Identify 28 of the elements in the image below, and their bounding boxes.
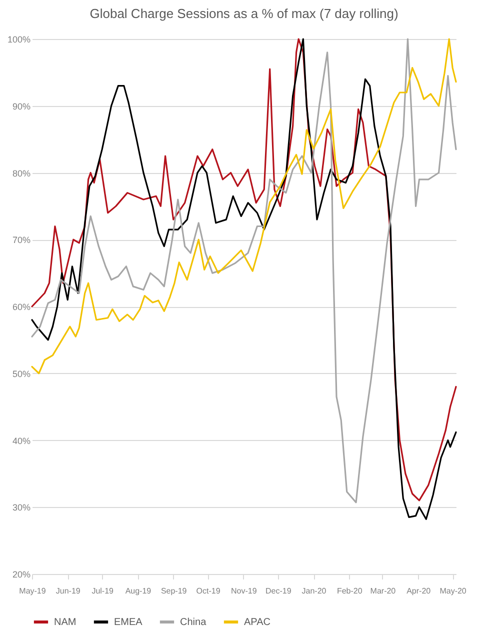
y-tick-label: 40% [12,436,30,446]
x-tick-label: Jul-19 [92,586,114,596]
x-tick-label: May-20 [440,586,467,596]
y-tick-label: 60% [12,302,30,312]
x-tick-label: Oct-19 [196,586,221,596]
legend-label: APAC [244,617,270,628]
x-tick-label: Dec-19 [266,586,292,596]
y-tick-label: 50% [12,368,30,379]
y-tick-label: 70% [12,235,30,246]
x-tick-label: Jan-20 [302,586,327,596]
x-tick-label: Sep-19 [160,586,188,596]
y-tick-label: 20% [12,570,30,580]
x-tick-label: Mar-20 [370,586,396,596]
line-series [31,38,457,374]
y-tick-label: 30% [12,502,30,513]
y-tick-label: 100% [7,34,30,44]
chart-title: Global Charge Sessions as a % of max (7 day rolling) [90,6,398,21]
legend-label: NAM [54,617,76,628]
x-tick-label: Aug-19 [125,586,152,596]
y-tick-label: 90% [12,101,30,112]
legend-label: EMEA [114,617,143,628]
x-tick-label: Nov-19 [231,586,258,596]
x-tick-label: Apr-20 [406,586,432,596]
x-tick-label: Feb-20 [336,586,363,596]
x-tick-label: May-19 [19,586,46,596]
x-tick-label: Jun-19 [56,586,81,596]
y-tick-label: 80% [12,168,30,178]
legend-label: China [180,617,207,628]
